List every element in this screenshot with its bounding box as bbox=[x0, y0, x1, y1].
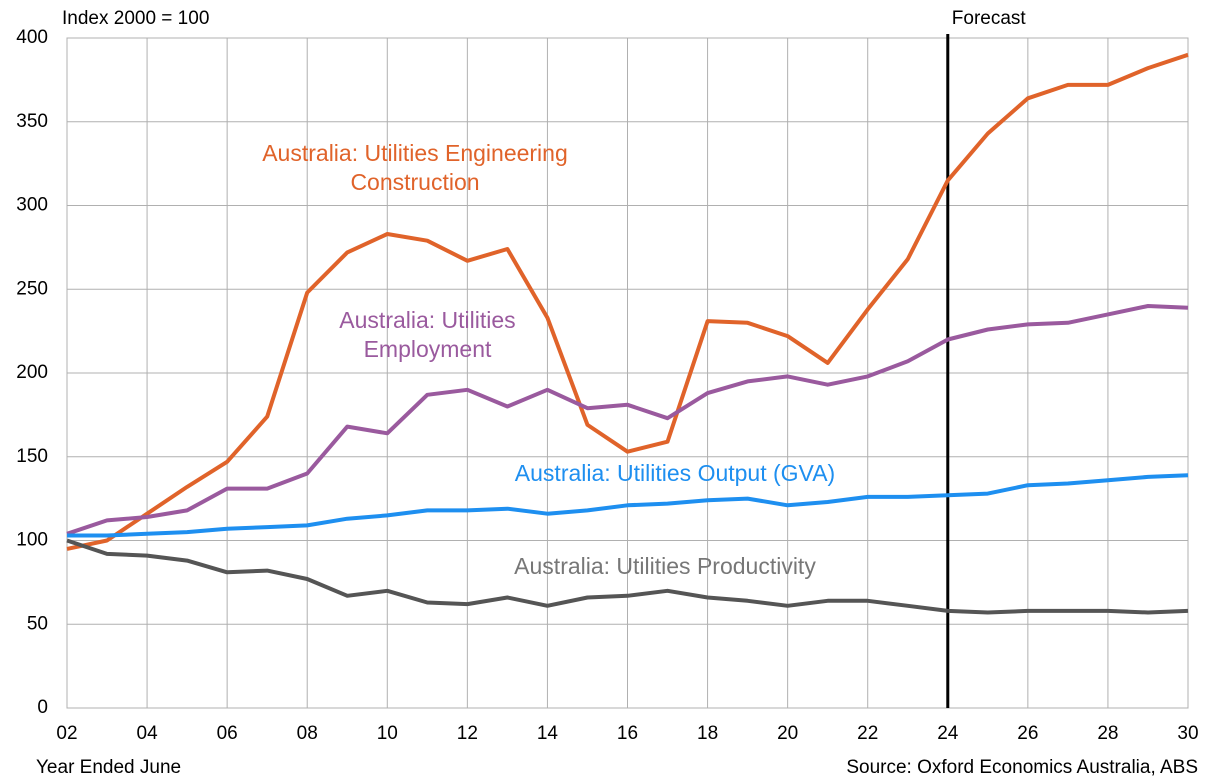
x-tick-label: 06 bbox=[217, 723, 238, 744]
series-line bbox=[66, 538, 1189, 615]
y-tick-label: 150 bbox=[16, 446, 48, 467]
x-tick-label: 08 bbox=[297, 723, 318, 744]
y-tick-label: 200 bbox=[16, 362, 48, 383]
x-tick-label: 12 bbox=[457, 723, 478, 744]
y-tick-label: 100 bbox=[16, 530, 48, 551]
plot-border bbox=[66, 37, 1189, 709]
x-tick-label: 30 bbox=[1177, 723, 1198, 744]
series-annotation: Australia: Utilities Output (GVA) bbox=[514, 460, 836, 486]
series-line bbox=[67, 473, 1189, 538]
forecast-label: Forecast bbox=[952, 8, 1027, 29]
x-tick-label: 02 bbox=[56, 723, 77, 744]
x-axis-label: Year Ended June bbox=[36, 757, 181, 778]
y-tick-label: 300 bbox=[16, 195, 48, 216]
y-tick-label: 400 bbox=[16, 27, 48, 48]
series-annotation: Australia: Utilities Productivity bbox=[514, 553, 816, 579]
y-tick-label: 250 bbox=[16, 278, 48, 299]
x-tick-label: 22 bbox=[857, 723, 878, 744]
y-tick-label: 350 bbox=[16, 111, 48, 132]
series-line bbox=[66, 304, 1189, 536]
x-tick-label: 04 bbox=[137, 723, 159, 744]
x-tick-label: 28 bbox=[1097, 723, 1118, 744]
y-tick-label: 0 bbox=[37, 697, 48, 718]
x-tick-label: 18 bbox=[697, 723, 718, 744]
series-annotation: Australia: Utilities Employment bbox=[339, 307, 516, 362]
x-tick-label: 24 bbox=[937, 723, 959, 744]
source: Source: Oxford Economics Australia, ABS bbox=[846, 757, 1198, 778]
x-tick-label: 16 bbox=[617, 723, 638, 744]
y-axis-label: Index 2000 = 100 bbox=[62, 8, 209, 29]
x-tick-label: 10 bbox=[377, 723, 398, 744]
series-annotation: Australia: Utilities Engineering Constru… bbox=[262, 140, 568, 195]
x-tick-label: 20 bbox=[777, 723, 798, 744]
x-tick-label: 14 bbox=[537, 723, 559, 744]
y-tick-label: 50 bbox=[27, 613, 48, 634]
x-tick-label: 26 bbox=[1017, 723, 1038, 744]
series-line bbox=[66, 52, 1189, 551]
